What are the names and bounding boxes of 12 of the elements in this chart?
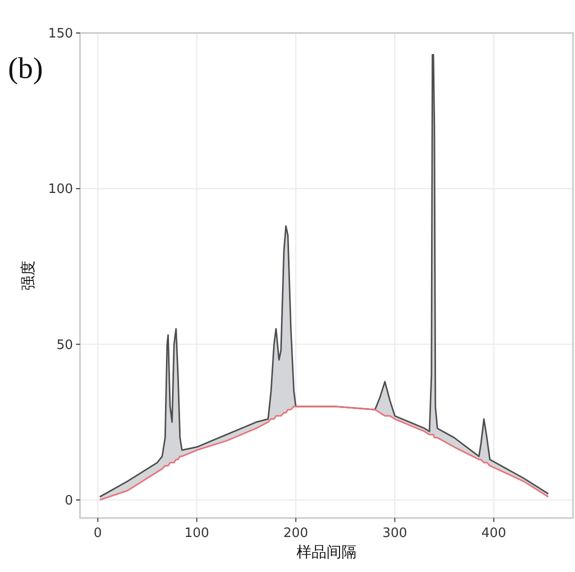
- y-axis-title: 强度: [19, 260, 37, 290]
- y-tick-label: 0: [64, 493, 73, 508]
- x-tick-label: 400: [481, 526, 506, 541]
- y-tick-label: 150: [48, 26, 73, 42]
- x-tick-label: 0: [94, 526, 102, 541]
- y-tick-label: 50: [56, 338, 73, 353]
- text: (b): [8, 52, 43, 85]
- x-tick-label: 200: [283, 526, 308, 541]
- x-axis-title: 样品间隔: [296, 543, 356, 561]
- x-tick-label: 100: [184, 526, 210, 541]
- x-tick-label: 300: [382, 526, 408, 541]
- y-tick-label: 100: [48, 182, 73, 198]
